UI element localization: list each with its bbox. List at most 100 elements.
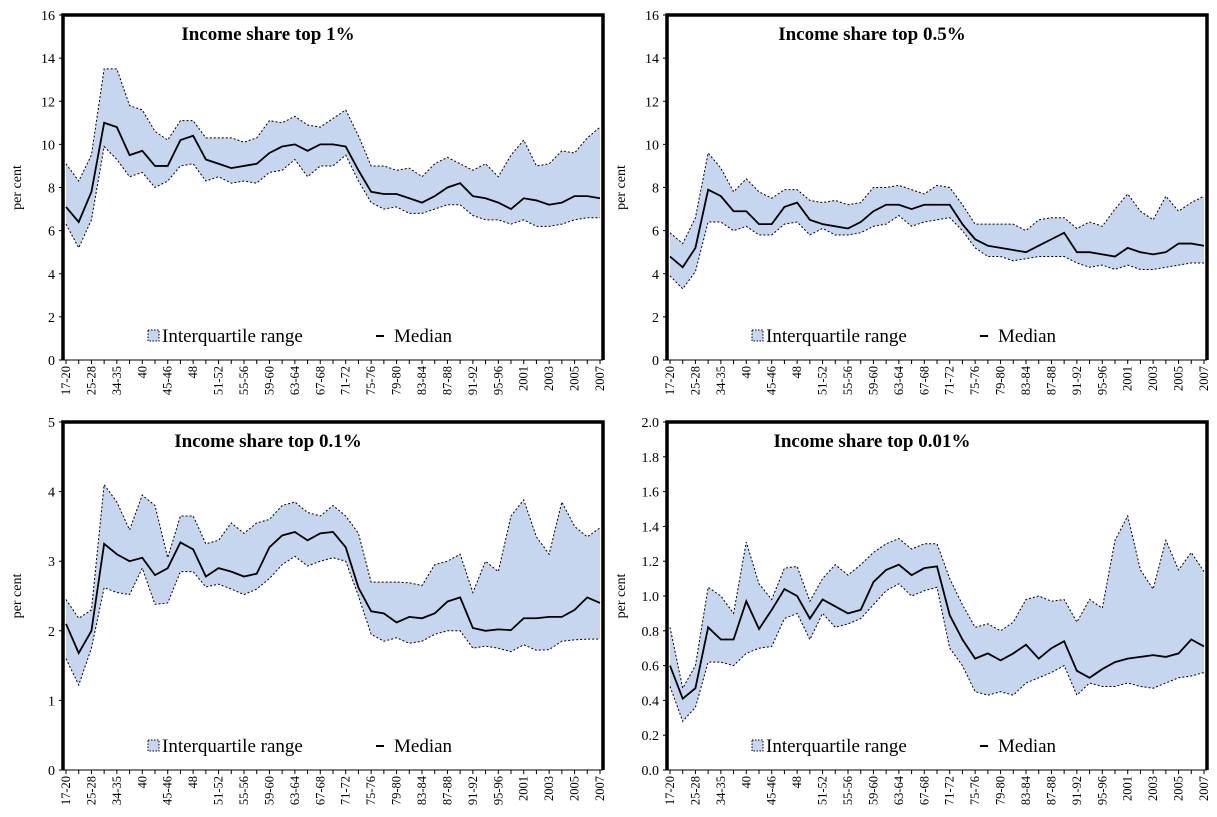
iqr-band [66, 68, 600, 248]
x-tick-label: 17-20 [59, 366, 73, 395]
x-tick-label: 75-76 [364, 366, 378, 395]
x-tick-label: 2003 [542, 776, 556, 801]
x-tick-label: 2003 [1146, 366, 1160, 391]
x-tick-label: 83-84 [415, 775, 429, 805]
x-tick-label: 25-28 [84, 366, 98, 395]
x-tick-label: 2003 [542, 366, 556, 391]
x-tick-label: 75-76 [968, 776, 982, 805]
x-tick-label: 79-80 [994, 776, 1008, 805]
y-tick-label: 1.2 [642, 555, 660, 570]
x-tick-label: 63-64 [288, 365, 302, 395]
legend-label: Interquartile range [766, 736, 907, 757]
median-line [669, 563, 1205, 701]
y-tick-label: 1.0 [642, 590, 660, 605]
y-axis-label: per cent [10, 165, 25, 210]
y-tick-label: 4 [48, 486, 55, 501]
x-tick-label: 91-92 [1070, 366, 1084, 395]
x-tick-label: 2003 [1146, 776, 1160, 801]
x-tick-label: 2001 [1121, 366, 1135, 391]
x-tick-label: 2001 [1121, 776, 1135, 801]
legend-swatch [147, 739, 160, 752]
x-tick-label: 25-28 [688, 776, 702, 805]
x-tick-label: 67-68 [917, 366, 931, 395]
y-tick-label: 0.0 [642, 764, 660, 779]
legend-swatch [751, 739, 764, 752]
y-tick-label: 0.2 [642, 729, 660, 744]
plot-frame [61, 420, 605, 770]
y-tick-label: 4 [652, 268, 659, 283]
x-tick-label: 34-35 [110, 776, 124, 805]
x-tick-label: 83-84 [1019, 775, 1033, 805]
x-tick-label: 34-35 [110, 366, 124, 395]
y-tick-label: 0 [48, 354, 55, 369]
x-tick-label: 25-28 [84, 776, 98, 805]
x-tick-label: 48 [790, 776, 804, 789]
x-tick-label: 48 [186, 776, 200, 789]
x-tick-label: 87-88 [1044, 776, 1058, 805]
iqr-band [66, 484, 600, 686]
x-tick-label: 91-92 [1070, 776, 1084, 805]
x-tick-label: 59-60 [262, 366, 276, 395]
x-tick-label: 79-80 [390, 776, 404, 805]
x-tick-label: 48 [790, 366, 804, 379]
iqr-band [670, 515, 1204, 722]
x-tick-label: 2001 [517, 366, 531, 391]
x-tick-label: 45-46 [161, 776, 175, 805]
iqr-band [670, 153, 1204, 289]
x-tick-label: 91-92 [466, 776, 480, 805]
x-tick-label: 2001 [517, 776, 531, 801]
iqr-edge [65, 68, 601, 182]
y-tick-label: 2.0 [642, 416, 660, 431]
y-tick-label: 1.4 [642, 520, 660, 535]
iqr-edge [669, 583, 1205, 723]
x-tick-label: 95-96 [491, 366, 505, 395]
x-tick-label: 83-84 [415, 365, 429, 395]
legend-label: Median [394, 326, 453, 347]
x-tick-label: 2005 [1172, 366, 1186, 391]
x-tick-label: 63-64 [892, 775, 906, 805]
legend-label: Interquartile range [766, 326, 907, 347]
x-tick-label: 95-96 [491, 776, 505, 805]
x-tick-label: 59-60 [866, 776, 880, 805]
y-tick-label: 2 [48, 311, 55, 326]
x-tick-label: 40 [739, 366, 753, 379]
x-tick-label: 51-52 [816, 366, 830, 395]
x-tick-label: 55-56 [841, 366, 855, 395]
x-tick-label: 45-46 [161, 366, 175, 395]
x-tick-label: 71-72 [943, 776, 957, 805]
x-tick-label: 63-64 [892, 365, 906, 395]
median-line [65, 530, 601, 656]
x-tick-label: 40 [135, 776, 149, 789]
y-tick-label: 5 [48, 416, 55, 431]
x-tick-label: 17-20 [663, 366, 677, 395]
x-tick-label: 67-68 [313, 776, 327, 805]
y-tick-label: 16 [41, 9, 55, 24]
x-tick-label: 95-96 [1095, 776, 1109, 805]
y-tick-label: 8 [48, 182, 55, 197]
x-tick-label: 63-64 [288, 775, 302, 805]
x-tick-label: 87-88 [440, 776, 454, 805]
x-tick-label: 83-84 [1019, 365, 1033, 395]
x-tick-label: 2007 [593, 776, 607, 801]
x-tick-label: 87-88 [440, 366, 454, 395]
y-axis-label: per cent [614, 165, 629, 210]
chart-title: Income share top 0.1% [174, 431, 362, 452]
x-tick-label: 71-72 [339, 366, 353, 395]
x-tick-label: 2007 [593, 366, 607, 391]
y-tick-label: 0 [48, 764, 55, 779]
x-tick-label: 34-35 [714, 366, 728, 395]
x-tick-label: 59-60 [262, 776, 276, 805]
x-tick-label: 75-76 [968, 366, 982, 395]
y-tick-label: 16 [645, 9, 659, 24]
chart-title: Income share top 0.01% [773, 431, 970, 452]
y-tick-label: 12 [41, 95, 55, 110]
y-tick-label: 12 [645, 95, 659, 110]
y-tick-label: 0 [652, 354, 659, 369]
x-tick-label: 79-80 [390, 366, 404, 395]
x-tick-label: 91-92 [466, 366, 480, 395]
panel: 0 2 4 6 8 10 12 14 16 17-20 25-28 34-35 40 45-46 48 51-… [10, 9, 607, 395]
y-axis-label: per cent [614, 574, 629, 619]
y-tick-label: 8 [652, 182, 659, 197]
legend-swatch [751, 329, 764, 342]
y-tick-label: 14 [41, 52, 55, 67]
